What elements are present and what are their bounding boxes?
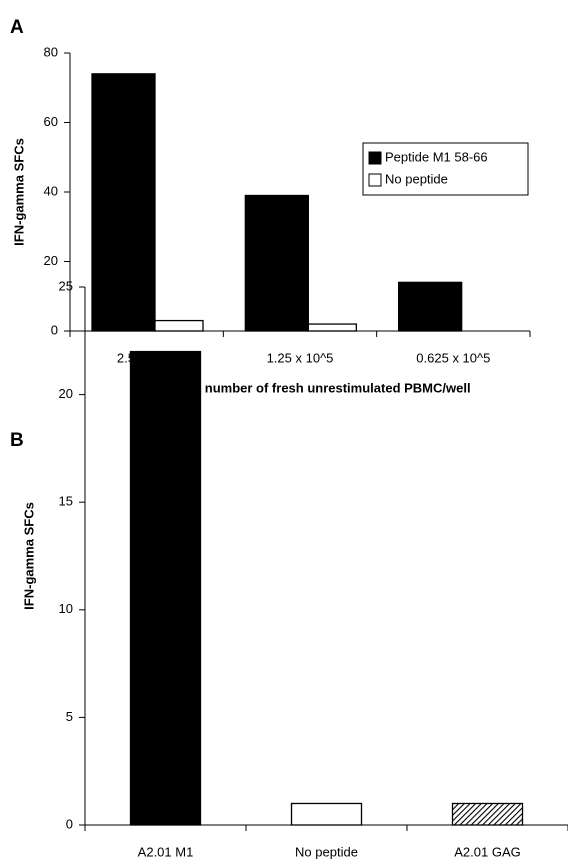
y-tick-label: 5 bbox=[66, 709, 73, 724]
x-tick-label: A2.01 GAG bbox=[454, 844, 520, 859]
bar bbox=[129, 350, 202, 826]
legend-swatch bbox=[368, 173, 382, 187]
panel-label: A bbox=[10, 17, 24, 38]
x-axis-title: Input number of fresh unrestimulated PBM… bbox=[169, 380, 470, 395]
y-tick-label: 15 bbox=[59, 494, 73, 509]
y-tick-label: 25 bbox=[59, 278, 73, 293]
x-tick-label: 1.25 x 10^5 bbox=[267, 350, 334, 365]
y-axis-title: IFN-gamma SFCs bbox=[21, 502, 36, 610]
y-tick-label: 80 bbox=[44, 44, 58, 59]
legend-swatch bbox=[368, 151, 382, 165]
bar bbox=[91, 73, 156, 332]
bar bbox=[244, 194, 309, 332]
legend-label: Peptide M1 58-66 bbox=[385, 149, 488, 164]
y-tick-label: 60 bbox=[44, 114, 58, 129]
legend-box bbox=[362, 142, 529, 196]
y-tick-label: 10 bbox=[59, 601, 73, 616]
bar bbox=[290, 802, 363, 826]
bar bbox=[154, 319, 204, 332]
bar bbox=[398, 281, 463, 332]
x-tick-label: A2.01 M1 bbox=[138, 844, 194, 859]
y-axis-title: IFN-gamma SFCs bbox=[11, 138, 26, 246]
legend-label: No peptide bbox=[385, 171, 448, 186]
y-tick-label: 0 bbox=[51, 322, 58, 337]
bar bbox=[451, 802, 524, 826]
x-tick-label: No peptide bbox=[295, 844, 358, 859]
y-tick-label: 40 bbox=[44, 183, 58, 198]
x-tick-label: 0.625 x 10^5 bbox=[416, 350, 490, 365]
y-tick-label: 20 bbox=[59, 386, 73, 401]
y-tick-label: 20 bbox=[44, 253, 58, 268]
y-tick-label: 0 bbox=[66, 816, 73, 831]
bar bbox=[307, 323, 357, 332]
panel-label: B bbox=[10, 430, 24, 451]
